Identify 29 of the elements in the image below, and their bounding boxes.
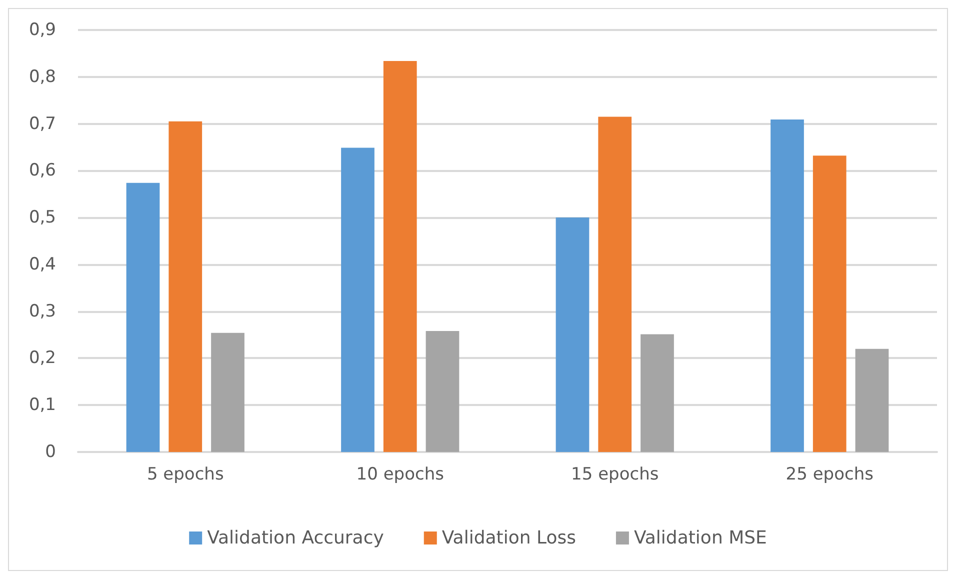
x-tick-label: 15 epochs bbox=[571, 464, 659, 484]
x-tick-label: 25 epochs bbox=[786, 464, 874, 484]
bar bbox=[426, 331, 460, 452]
legend-label: Validation Accuracy bbox=[207, 528, 384, 548]
bar bbox=[211, 332, 244, 452]
bar bbox=[812, 156, 846, 452]
y-tick-label: 0,2 bbox=[28, 348, 56, 368]
x-tick-label: 5 epochs bbox=[146, 464, 224, 484]
legend-label: Validation MSE bbox=[634, 528, 767, 548]
bar bbox=[168, 121, 202, 452]
bar bbox=[341, 148, 374, 452]
bar bbox=[640, 334, 674, 452]
bar bbox=[126, 182, 160, 452]
y-tick-label: 0,3 bbox=[28, 301, 56, 322]
bar bbox=[855, 348, 889, 452]
y-tick-label: 0 bbox=[45, 442, 56, 462]
y-tick-label: 0,7 bbox=[28, 114, 56, 134]
y-tick-label: 0,9 bbox=[28, 20, 56, 40]
legend-label: Validation Loss bbox=[442, 528, 576, 548]
y-tick-label: 0,6 bbox=[28, 160, 56, 181]
y-tick-label: 0,4 bbox=[28, 254, 56, 274]
bar bbox=[598, 116, 632, 452]
y-tick-label: 0,5 bbox=[28, 208, 56, 228]
bar bbox=[383, 60, 417, 452]
bar bbox=[556, 218, 590, 452]
y-tick-label: 0,8 bbox=[28, 66, 56, 87]
x-tick-label: 10 epochs bbox=[356, 464, 444, 484]
bar bbox=[770, 120, 804, 452]
y-tick-label: 0,1 bbox=[28, 395, 56, 416]
